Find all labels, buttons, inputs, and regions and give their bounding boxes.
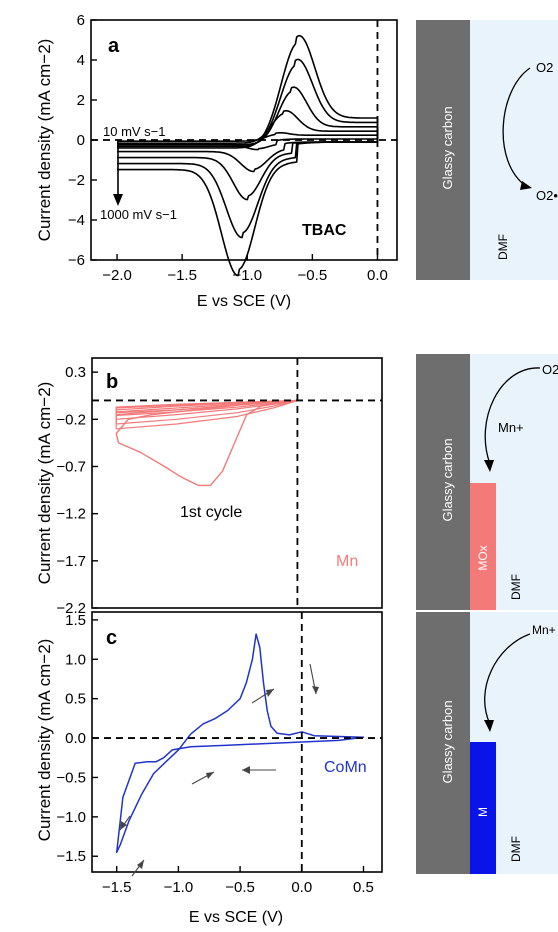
panel-b-ion-arrow xyxy=(484,367,541,465)
panel-b-glassy-carbon-electrode xyxy=(416,354,470,610)
panel-c-metal-label: CoMn xyxy=(324,759,367,776)
panel-b-ion-label: Mn+ xyxy=(498,420,524,435)
panel-c-ticks: 1.5 1.0 0.5 0.0 −0.5 −1.0 −1.5 −1.5 −1.0 −0.5 0.0 0… xyxy=(56,612,382,896)
panel-b-mox-deposit xyxy=(470,483,496,610)
panel-b-ticks: 0.3 −0.2 −0.7 −1.2 −1.7 −2.2 xyxy=(56,358,382,617)
panel-c-ion-label: Mn+ xyxy=(532,623,556,637)
panel-c-ion-arrow xyxy=(484,633,531,725)
panel-c-ion-arrowhead xyxy=(484,720,494,732)
panel-a-frame xyxy=(90,19,398,261)
panel-c-curves xyxy=(115,633,365,854)
panel-a-scan-top-label: 10 mV s−1 xyxy=(103,124,166,139)
y-tick-label: 0.3 xyxy=(65,364,86,381)
panel-a-redox-arrow xyxy=(502,67,531,187)
panel-a-solvent-label: DMF xyxy=(496,234,510,260)
panel-b-curves xyxy=(115,399,298,487)
y-tick-label: 1.5 xyxy=(65,612,86,629)
cv-cycle xyxy=(115,399,298,420)
panel-c-direction-arrows xyxy=(119,663,319,877)
x-tick-label: −0.5 xyxy=(298,267,328,284)
cv-cycle xyxy=(115,399,298,487)
panel-b-solvent-label: DMF xyxy=(509,574,523,600)
panel-a-plot xyxy=(90,19,398,261)
panel-b-cycle-label: 1st cycle xyxy=(180,504,242,521)
y-tick-label: −0.2 xyxy=(56,411,86,428)
y-tick-label: −1.0 xyxy=(56,809,86,826)
direction-arrowhead xyxy=(266,689,274,697)
panel-b-label: b xyxy=(106,371,118,393)
panel-a-label: a xyxy=(108,35,120,57)
x-tick-label: −1.5 xyxy=(167,267,197,284)
y-tick-label: 6 xyxy=(77,12,85,29)
panel-c-metal-deposit xyxy=(470,742,496,874)
panel-b-electrode-label: Glassy carbon xyxy=(440,438,455,521)
panel-c-solvent-label: DMF xyxy=(509,836,523,862)
panel-b-metal-label: Mn xyxy=(336,553,358,570)
x-tick-label: −1.5 xyxy=(102,879,132,896)
panel-c-ylabel: Current density (mA cm−2) xyxy=(35,639,54,842)
direction-arrowhead xyxy=(137,860,144,869)
direction-arrowhead xyxy=(242,766,250,774)
cv-cycle xyxy=(115,399,298,414)
panel-b-species-top: O2 xyxy=(542,362,558,377)
y-tick-label: −1.2 xyxy=(56,506,86,523)
y-tick-label: −2.2 xyxy=(56,600,86,617)
cv-cycle xyxy=(115,399,298,425)
panel-a-electrolyte-label: TBAC xyxy=(302,222,347,239)
panel-b-ylabel: Current density (mA cm−2) xyxy=(35,382,54,585)
panel-a-electrode-label: Glassy carbon xyxy=(440,106,455,189)
y-tick-label: −0.7 xyxy=(56,458,86,475)
x-tick-label: −1.0 xyxy=(164,879,194,896)
y-tick-label: 2 xyxy=(77,92,85,109)
panel-a-ylabel: Current density (mA cm−2) xyxy=(35,39,54,242)
x-tick-label: 0.0 xyxy=(367,267,388,284)
panel-a-curves xyxy=(117,34,379,277)
panel-a-redox-arrowhead xyxy=(520,181,532,190)
y-tick-label: 4 xyxy=(77,52,85,69)
panel-c-deposit-label: M xyxy=(476,807,490,817)
panel-c-electrode-label: Glassy carbon xyxy=(440,700,455,783)
y-tick-label: 0.5 xyxy=(65,691,86,708)
x-tick-label: 0.5 xyxy=(353,879,374,896)
y-tick-label: −6 xyxy=(68,252,85,269)
panel-b-ion-arrowhead xyxy=(484,460,494,472)
panel-a-xlabel: E vs SCE (V) xyxy=(197,293,291,310)
x-tick-label: −1.0 xyxy=(232,267,262,284)
y-tick-label: 1.0 xyxy=(65,651,86,668)
panel-a-species-top: O2 xyxy=(536,60,553,75)
panel-a-electrolyte-region xyxy=(470,20,558,280)
panel-a-species-bottom: O2•− xyxy=(536,188,558,203)
y-tick-label: −1.5 xyxy=(56,848,86,865)
y-tick-label: −1.7 xyxy=(56,553,86,570)
y-tick-label: 0 xyxy=(77,132,85,149)
y-tick-label: −4 xyxy=(68,212,85,229)
panel-a-scan-bottom-label: 1000 mV s−1 xyxy=(100,207,177,222)
panel-a-scan-arrowhead xyxy=(113,194,123,206)
y-tick-label: −2 xyxy=(68,172,85,189)
cv-curve xyxy=(117,34,379,277)
panel-a-ticks: −6 −4 −2 0 2 4 6 −2.0 −1.5 −1.0 −0.5 0.0 xyxy=(68,12,397,284)
panel-c-xlabel: E vs SCE (V) xyxy=(189,909,283,926)
direction-arrowhead xyxy=(120,821,127,830)
direction-arrowhead xyxy=(206,772,214,779)
y-tick-label: −0.5 xyxy=(56,769,86,786)
panel-c-glassy-carbon-electrode xyxy=(416,612,470,874)
panel-b-frame xyxy=(91,357,383,609)
cv-curve xyxy=(115,633,365,854)
panel-b-deposit-label: MOx xyxy=(476,545,490,570)
direction-arrowhead xyxy=(312,686,319,694)
x-tick-label: −2.0 xyxy=(102,267,132,284)
x-tick-label: −0.5 xyxy=(225,879,255,896)
y-tick-label: 0.0 xyxy=(65,730,86,747)
x-tick-label: 0.0 xyxy=(291,879,312,896)
panel-c-frame xyxy=(91,611,383,873)
panel-c-label: c xyxy=(106,627,117,649)
panel-a-glassy-carbon-electrode xyxy=(416,20,470,280)
